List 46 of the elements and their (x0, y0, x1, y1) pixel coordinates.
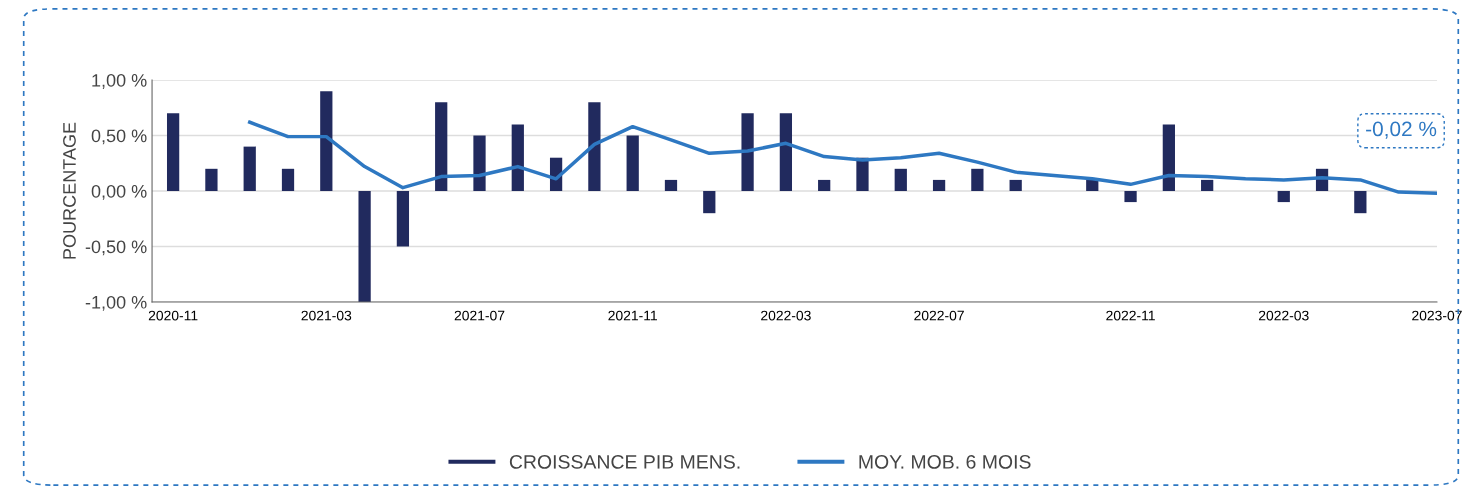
bar (511, 124, 524, 191)
bar (1086, 179, 1099, 191)
x-tick-label: 2021-03 (301, 310, 352, 321)
bar (396, 191, 410, 247)
y-tick-label: -1,00 % (85, 295, 147, 311)
line-series (247, 120, 1437, 195)
bar (1277, 191, 1290, 203)
y-tick-label: -0,50 % (85, 240, 147, 256)
bar (818, 179, 831, 191)
bar (703, 191, 716, 214)
bar (1354, 191, 1367, 214)
x-tick-label: 2022-03 (761, 310, 811, 321)
x-tick-label: 2020-11 (148, 310, 198, 321)
legend-label: CROISSANCE PIB MENS. (509, 455, 740, 469)
bar (320, 91, 333, 191)
bar (358, 191, 371, 302)
bar (664, 179, 678, 191)
y-tick-label: 0,50 % (91, 129, 147, 145)
legend-label: MOY. MOB. 6 MOIS (859, 455, 1031, 469)
x-tick-label: 2022-07 (914, 310, 964, 321)
bar (1124, 191, 1137, 203)
bar (932, 179, 946, 191)
x-tick-label: 2021-11 (608, 310, 657, 321)
bar (741, 113, 754, 191)
x-tick-label: 2022-11 (1106, 310, 1155, 321)
y-axis-title: POURCENTAGE (63, 122, 76, 259)
x-tick-label: 2022-03 (1258, 310, 1309, 321)
bar (473, 135, 486, 191)
bar (1201, 179, 1214, 191)
annotation: -0,02 % (1366, 121, 1437, 139)
bar (435, 102, 448, 191)
y-tick-label: 0,00 % (91, 184, 147, 200)
y-tick-label: 1,00 % (92, 73, 147, 89)
bar (205, 168, 218, 191)
x-tick-label: 2023-07 (1412, 310, 1462, 321)
bar (779, 113, 793, 191)
bar (166, 113, 180, 191)
bar (894, 168, 907, 191)
bar (971, 168, 984, 191)
bar (626, 135, 639, 191)
x-tick-label: 2021-07 (454, 310, 505, 321)
bar (1162, 124, 1175, 191)
bar (588, 102, 601, 191)
bar (243, 146, 256, 191)
bar (281, 168, 295, 191)
bar (1009, 179, 1022, 191)
